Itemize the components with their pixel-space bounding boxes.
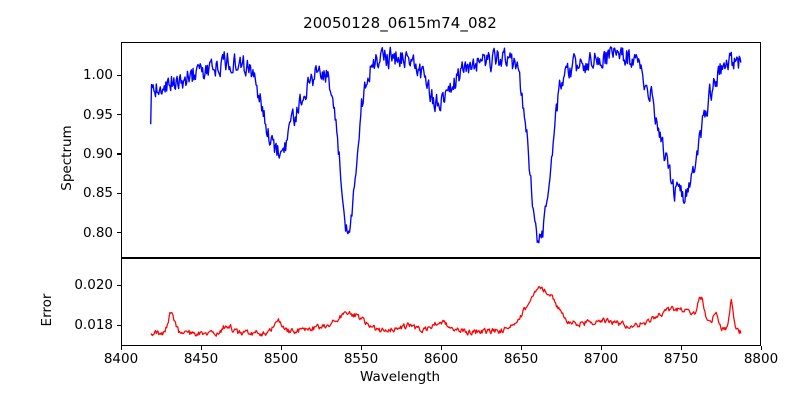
spectrum-y-tick-label-2: 0.90: [82, 145, 113, 162]
error-y-tick-label-0: 0.018: [74, 317, 113, 333]
error-series: [122, 259, 760, 345]
chart-title: 20050128_0615m74_082: [303, 14, 497, 32]
x-tick-mark-8650: [520, 346, 522, 350]
spectrum-y-tick-mark-4: [117, 74, 121, 76]
x-tick-mark-8700: [600, 346, 602, 350]
error-plot-panel: [121, 258, 761, 346]
spectrum-y-tick-label-4: 1.00: [82, 67, 113, 84]
x-tick-label-8800: 8800: [743, 351, 779, 367]
x-tick-mark-8800: [760, 346, 762, 350]
error-y-tick-label-1: 0.020: [74, 277, 113, 293]
x-tick-label-8700: 8700: [583, 351, 619, 367]
x-tick-label-8400: 8400: [103, 351, 139, 367]
spectrum-y-tick-mark-2: [117, 153, 121, 155]
x-tick-label-8550: 8550: [343, 351, 379, 367]
spectrum-y-tick-label-0: 0.80: [82, 224, 113, 241]
spectrum-line: [151, 47, 741, 243]
spectrum-y-tick-label-1: 0.85: [82, 185, 113, 202]
x-tick-mark-8750: [680, 346, 682, 350]
spectrum-y-tick-label-3: 0.95: [82, 106, 113, 123]
x-tick-label-8600: 8600: [423, 351, 459, 367]
x-tick-mark-8550: [360, 346, 362, 350]
x-tick-label-8750: 8750: [663, 351, 699, 367]
x-tick-mark-8450: [200, 346, 202, 350]
spectrum-y-tick-mark-1: [117, 192, 121, 194]
x-axis-label: Wavelength: [359, 369, 441, 385]
spectrum-y-tick-mark-0: [117, 232, 121, 234]
error-y-axis-label: Error: [39, 293, 55, 327]
x-tick-mark-8400: [120, 346, 122, 350]
x-tick-mark-8600: [440, 346, 442, 350]
x-tick-label-8450: 8450: [183, 351, 219, 367]
x-tick-mark-8500: [280, 346, 282, 350]
spectrum-plot-panel: [121, 42, 761, 258]
x-tick-label-8500: 8500: [263, 351, 299, 367]
error-y-tick-mark-1: [117, 284, 121, 286]
error-line: [151, 287, 741, 337]
error-y-tick-mark-0: [117, 324, 121, 326]
x-tick-label-8650: 8650: [503, 351, 539, 367]
spectrum-series: [122, 43, 760, 257]
spectrum-y-tick-mark-3: [117, 114, 121, 116]
